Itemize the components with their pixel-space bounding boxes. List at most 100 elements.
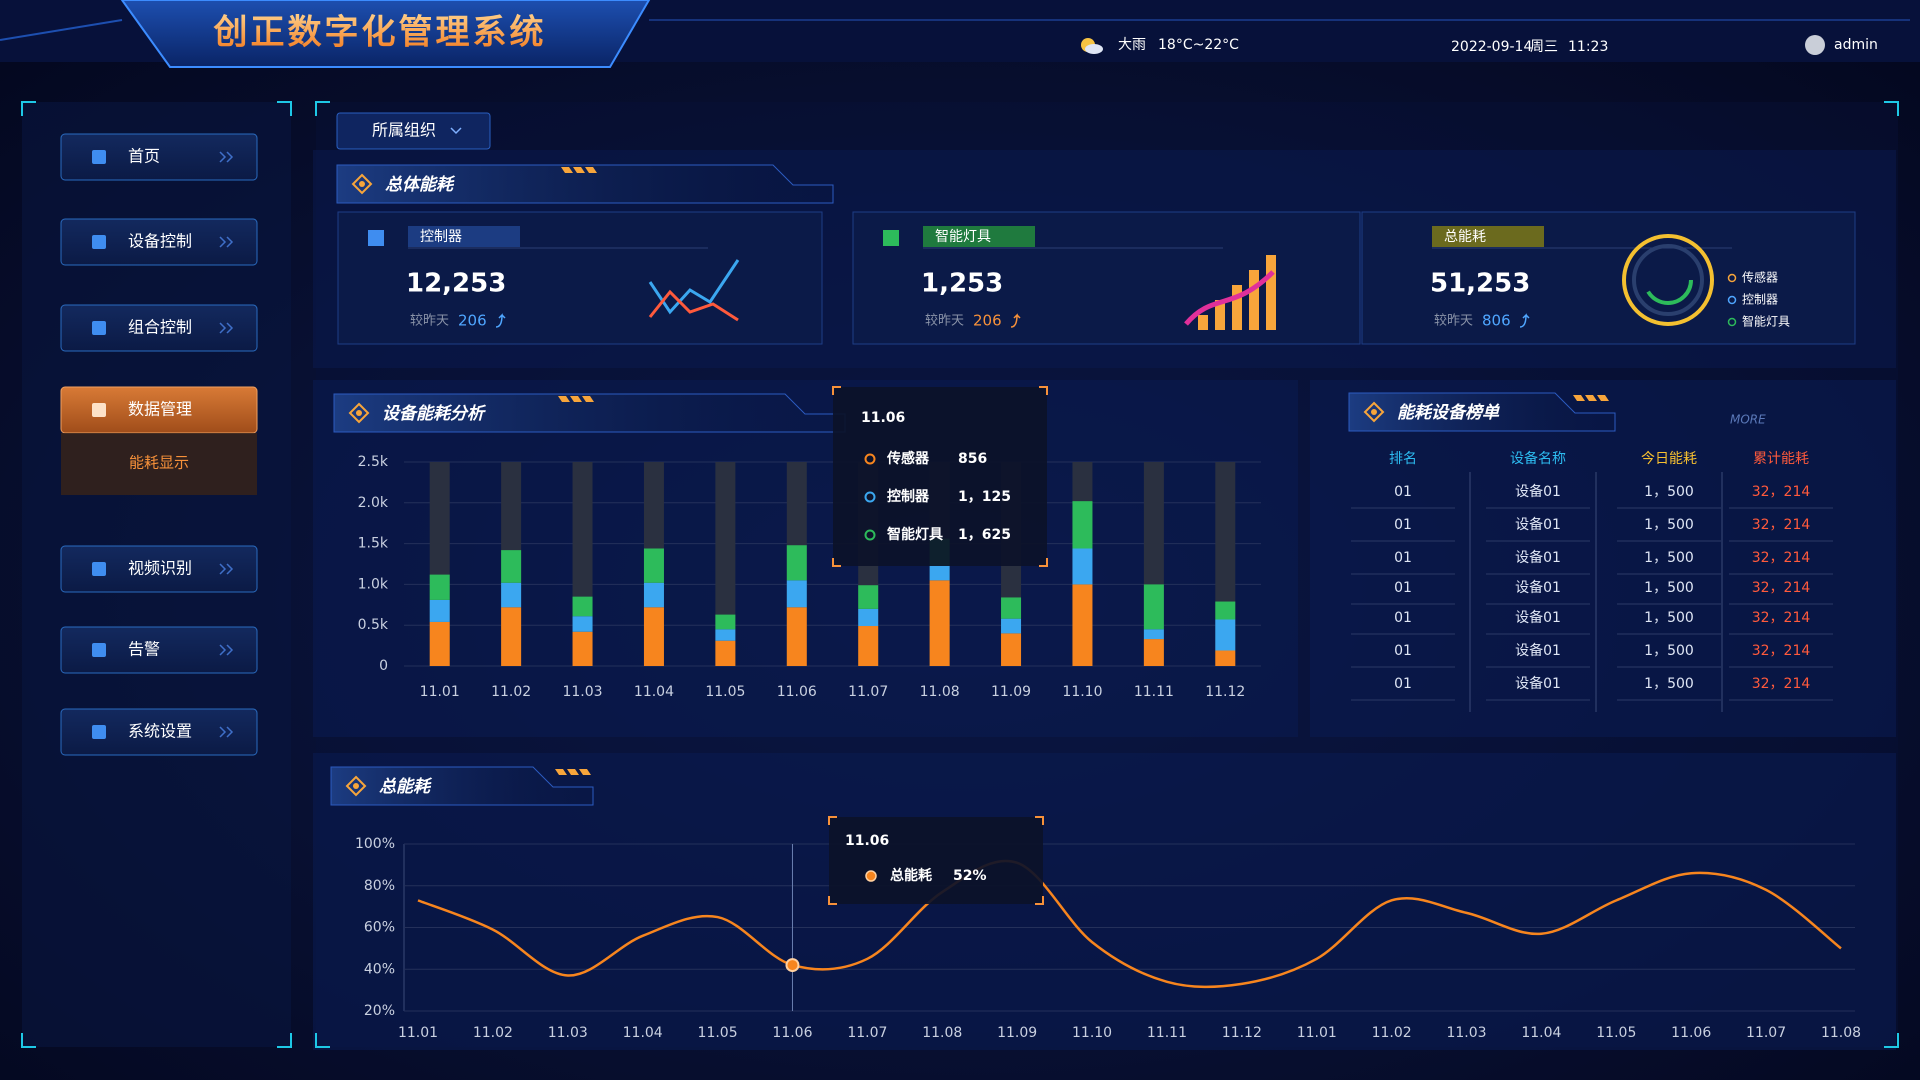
menu-icon <box>92 403 106 417</box>
section-stripes <box>558 396 570 402</box>
section-icon <box>356 410 362 416</box>
app-title: 创正数字化管理系统 <box>213 13 547 53</box>
avatar[interactable] <box>1805 35 1825 55</box>
card-value: 1,253 <box>921 269 1003 299</box>
bar-segment <box>501 607 522 666</box>
change-arrow <box>495 313 506 328</box>
highlight-point <box>785 958 800 973</box>
menu-label[interactable]: 组合控制 <box>128 318 192 337</box>
table-cell: 32，214 <box>1752 580 1811 596</box>
corner-bracket <box>315 101 330 116</box>
bar-segment <box>1143 629 1164 640</box>
x-tick-label: 11.12 <box>1222 1025 1262 1041</box>
menu-label[interactable]: 系统设置 <box>128 722 192 741</box>
x-tick-label: 11.02 <box>491 684 531 700</box>
table-cell: 1，500 <box>1644 517 1694 533</box>
bar-segment <box>858 626 879 666</box>
menu-label[interactable]: 告警 <box>128 640 160 659</box>
deco-bar <box>1198 315 1208 330</box>
submenu-label[interactable]: 能耗显示 <box>129 454 189 472</box>
bar-segment <box>1215 650 1236 666</box>
menu-item[interactable] <box>60 626 258 674</box>
table-cell: 01 <box>1394 580 1412 596</box>
menu-label[interactable]: 视频识别 <box>128 559 192 578</box>
section-header <box>330 766 594 806</box>
card-compare: 较昨天 <box>410 314 449 329</box>
tooltip-corner <box>1035 896 1044 905</box>
x-tick-label: 11.12 <box>1205 684 1245 700</box>
corner-bracket <box>1884 101 1899 116</box>
tooltip-corner <box>1035 816 1044 825</box>
menu-item[interactable] <box>60 708 258 756</box>
change-arrow <box>1519 313 1530 328</box>
menu-icon <box>92 725 106 739</box>
y-tick-label: 40% <box>364 961 395 977</box>
card-name: 控制器 <box>420 229 462 245</box>
section-stripes <box>579 769 591 775</box>
x-tick-label: 11.06 <box>777 684 817 700</box>
x-tick-label: 11.03 <box>548 1025 588 1041</box>
card-icon <box>368 230 384 246</box>
menu-item[interactable] <box>60 133 258 181</box>
filter-label[interactable]: 所属组织 <box>372 121 436 140</box>
deco-bar <box>1266 255 1276 330</box>
bar-segment <box>572 596 593 617</box>
section-stripes <box>561 167 573 173</box>
bar-segment <box>715 629 736 641</box>
table-cell: 设备01 <box>1515 483 1561 500</box>
column-header: 累计能耗 <box>1753 451 1809 467</box>
menu-item[interactable] <box>60 304 258 352</box>
table-cell: 设备01 <box>1515 609 1561 626</box>
tooltip-corner <box>832 386 841 395</box>
bar-segment <box>786 545 807 581</box>
bar-segment <box>1072 548 1093 585</box>
table-cell: 01 <box>1394 517 1412 533</box>
tooltip-value: 1，625 <box>958 527 1011 543</box>
menu-chevron <box>219 151 234 163</box>
menu-chevron <box>219 236 234 248</box>
menu-icon <box>92 150 106 164</box>
bar-segment <box>1072 584 1093 666</box>
change-arrow <box>1010 313 1021 328</box>
table-cell: 1，500 <box>1644 610 1694 626</box>
weather: 大雨 <box>1118 37 1146 53</box>
header-deco <box>0 19 123 41</box>
tooltip-corner <box>1039 558 1048 567</box>
section-icon <box>359 181 365 187</box>
menu-icon <box>92 235 106 249</box>
menu-icon <box>92 562 106 576</box>
menu-label[interactable]: 设备控制 <box>128 232 192 251</box>
filter-button[interactable] <box>336 112 491 150</box>
card-compare: 较昨天 <box>925 314 964 329</box>
section-stripes <box>555 769 567 775</box>
card-name: 总能耗 <box>1444 229 1486 245</box>
menu-label[interactable]: 数据管理 <box>128 400 192 419</box>
bar-segment <box>643 548 664 583</box>
bar-segment <box>786 607 807 666</box>
menu-chevron <box>219 644 234 656</box>
section-stripes <box>585 167 597 173</box>
more-link[interactable]: MORE <box>1730 413 1766 427</box>
menu-item[interactable] <box>60 545 258 593</box>
tooltip-corner <box>1039 386 1048 395</box>
x-tick-label: 11.04 <box>1521 1025 1561 1041</box>
x-tick-label: 11.11 <box>1134 684 1174 700</box>
header: 创正数字化管理系统 大雨 18°C~22°C 2022-09-14 周三 11:… <box>0 0 1920 68</box>
corner-bracket <box>1884 1033 1899 1048</box>
tooltip-value: 856 <box>958 451 987 467</box>
tooltip-marker <box>864 491 876 503</box>
menu-chevron <box>219 322 234 334</box>
tooltip <box>833 387 1047 566</box>
x-tick-label: 11.05 <box>1596 1025 1636 1041</box>
section-icon <box>345 775 367 797</box>
x-tick-label: 11.07 <box>848 684 888 700</box>
username[interactable]: admin <box>1834 37 1878 53</box>
x-tick-label: 11.01 <box>1297 1025 1337 1041</box>
menu-label[interactable]: 首页 <box>128 147 160 166</box>
card-value: 12,253 <box>406 269 506 299</box>
section-stripes <box>567 769 579 775</box>
table-cell: 01 <box>1394 484 1412 500</box>
menu-item[interactable] <box>60 218 258 266</box>
